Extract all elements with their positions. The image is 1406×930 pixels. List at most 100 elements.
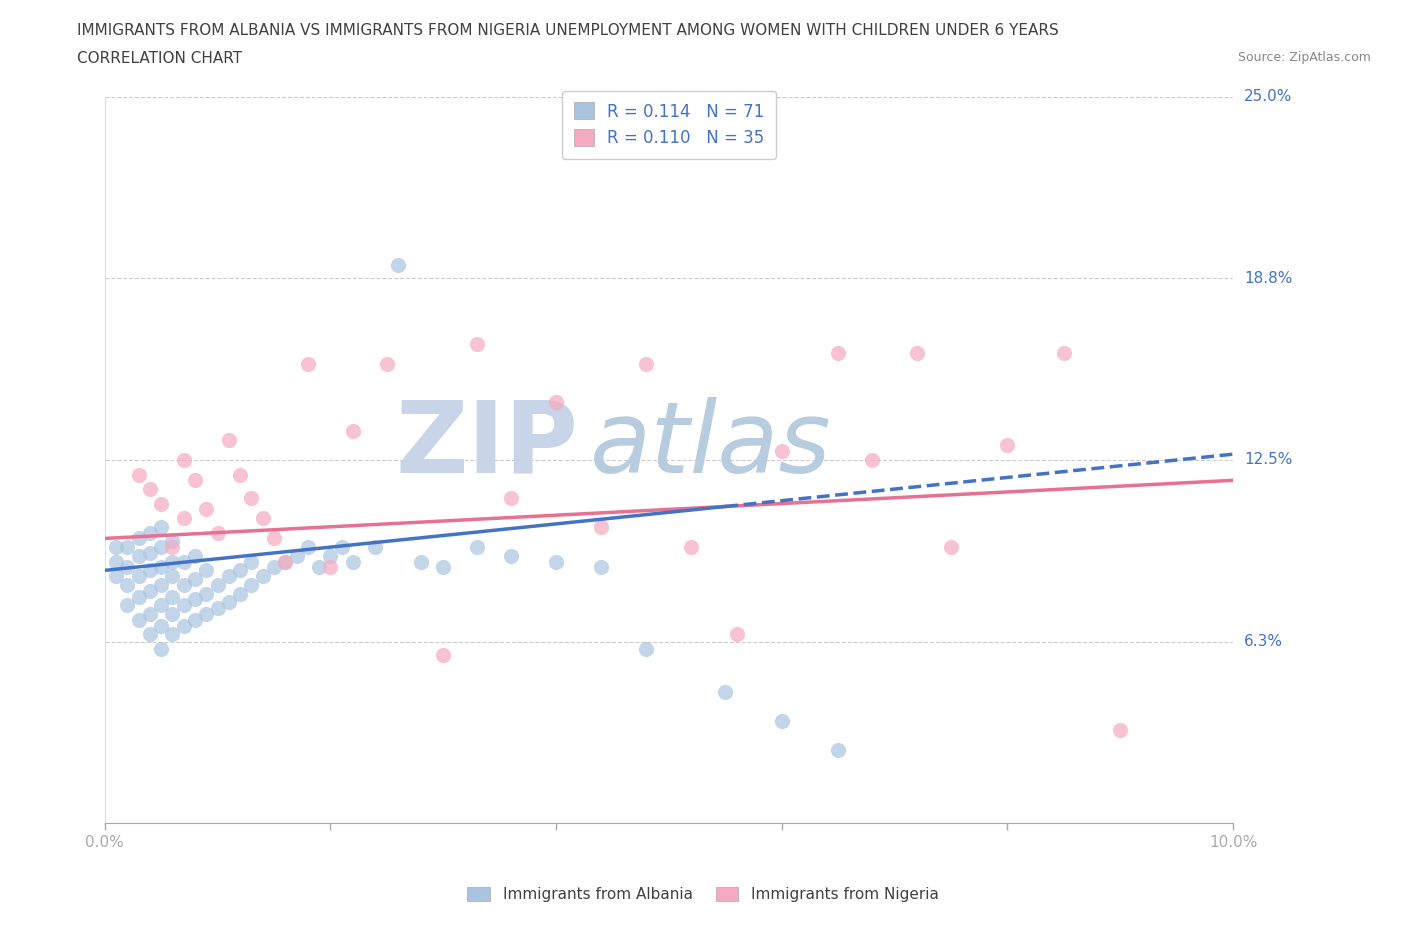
- Point: [636, 642, 658, 657]
- Point: [342, 554, 364, 569]
- Point: [162, 554, 184, 569]
- Point: [330, 539, 353, 554]
- Point: [263, 560, 285, 575]
- Point: [770, 714, 793, 729]
- Point: [162, 534, 184, 549]
- Point: [827, 743, 849, 758]
- Point: [1109, 723, 1132, 737]
- Point: [240, 554, 263, 569]
- Point: [184, 612, 207, 627]
- Point: [173, 554, 195, 569]
- Point: [387, 258, 409, 272]
- Point: [162, 606, 184, 621]
- Point: [285, 549, 308, 564]
- Point: [218, 595, 240, 610]
- Point: [319, 549, 342, 564]
- Point: [128, 467, 150, 482]
- Point: [139, 563, 162, 578]
- Point: [195, 586, 218, 601]
- Point: [104, 554, 127, 569]
- Point: [184, 572, 207, 587]
- Point: [184, 592, 207, 607]
- Point: [229, 563, 252, 578]
- Point: [465, 539, 488, 554]
- Point: [104, 539, 127, 554]
- Point: [342, 423, 364, 438]
- Point: [432, 647, 454, 662]
- Point: [184, 549, 207, 564]
- Point: [465, 337, 488, 352]
- Point: [150, 618, 173, 633]
- Point: [207, 525, 229, 540]
- Point: [128, 531, 150, 546]
- Point: [499, 549, 522, 564]
- Point: [117, 560, 139, 575]
- Text: 25.0%: 25.0%: [1244, 89, 1292, 104]
- Point: [591, 560, 613, 575]
- Point: [207, 578, 229, 592]
- Point: [364, 539, 387, 554]
- Point: [827, 345, 849, 360]
- Point: [139, 525, 162, 540]
- Point: [195, 502, 218, 517]
- Point: [150, 598, 173, 613]
- Point: [591, 519, 613, 534]
- Point: [104, 569, 127, 584]
- Point: [173, 453, 195, 468]
- Point: [173, 598, 195, 613]
- Point: [770, 444, 793, 458]
- Point: [128, 589, 150, 604]
- Point: [162, 569, 184, 584]
- Point: [218, 569, 240, 584]
- Point: [117, 539, 139, 554]
- Point: [162, 539, 184, 554]
- Point: [150, 496, 173, 511]
- Point: [905, 345, 928, 360]
- Point: [150, 560, 173, 575]
- Point: [173, 511, 195, 525]
- Point: [308, 560, 330, 575]
- Point: [150, 539, 173, 554]
- Point: [139, 606, 162, 621]
- Point: [139, 482, 162, 497]
- Point: [263, 531, 285, 546]
- Point: [229, 586, 252, 601]
- Point: [297, 357, 319, 372]
- Point: [297, 539, 319, 554]
- Point: [184, 472, 207, 487]
- Point: [195, 606, 218, 621]
- Point: [195, 563, 218, 578]
- Text: 12.5%: 12.5%: [1244, 453, 1292, 468]
- Point: [274, 554, 297, 569]
- Point: [544, 394, 567, 409]
- Point: [128, 569, 150, 584]
- Point: [240, 578, 263, 592]
- Legend: R = 0.114   N = 71, R = 0.110   N = 35: R = 0.114 N = 71, R = 0.110 N = 35: [562, 91, 776, 159]
- Point: [997, 438, 1019, 453]
- Point: [544, 554, 567, 569]
- Point: [240, 490, 263, 505]
- Point: [432, 560, 454, 575]
- Point: [681, 539, 703, 554]
- Point: [128, 549, 150, 564]
- Point: [139, 583, 162, 598]
- Text: 6.3%: 6.3%: [1244, 634, 1284, 649]
- Point: [117, 578, 139, 592]
- Point: [162, 589, 184, 604]
- Text: atlas: atlas: [591, 397, 831, 494]
- Point: [207, 601, 229, 616]
- Point: [128, 612, 150, 627]
- Point: [162, 627, 184, 642]
- Point: [139, 627, 162, 642]
- Text: 18.8%: 18.8%: [1244, 271, 1292, 286]
- Text: ZIP: ZIP: [395, 397, 579, 494]
- Point: [499, 490, 522, 505]
- Point: [319, 560, 342, 575]
- Point: [150, 519, 173, 534]
- Point: [714, 684, 737, 699]
- Point: [636, 357, 658, 372]
- Point: [252, 569, 274, 584]
- Text: CORRELATION CHART: CORRELATION CHART: [77, 51, 242, 66]
- Point: [939, 539, 962, 554]
- Point: [860, 453, 883, 468]
